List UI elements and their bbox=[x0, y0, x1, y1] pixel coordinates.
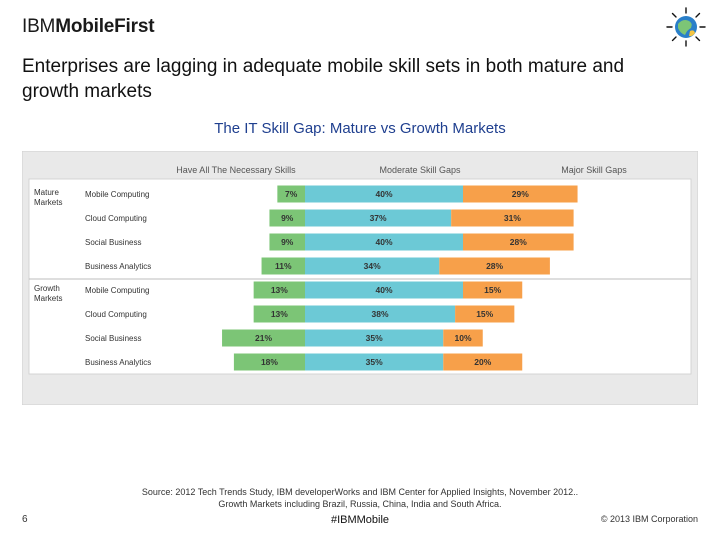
category-label-growth-markets-cloud-computing: Cloud Computing bbox=[85, 310, 147, 319]
page-number: 6 bbox=[22, 514, 28, 525]
bar-have-mature-markets-mobile-computing bbox=[277, 185, 305, 203]
bar-major-mature-markets-social-business bbox=[463, 233, 574, 251]
bar-moderate-mature-markets-social-business bbox=[305, 233, 463, 251]
bar-major-mature-markets-business-analytics bbox=[439, 257, 550, 275]
group-label-growth-markets-1: Markets bbox=[34, 294, 62, 303]
value-have-mature-markets-social-business: 9% bbox=[281, 237, 294, 247]
value-major-mature-markets-mobile-computing: 29% bbox=[512, 189, 529, 199]
bar-moderate-growth-markets-cloud-computing bbox=[305, 305, 456, 323]
bar-major-growth-markets-cloud-computing bbox=[455, 305, 515, 323]
bar-moderate-mature-markets-cloud-computing bbox=[305, 209, 452, 227]
bar-have-mature-markets-cloud-computing bbox=[269, 209, 305, 227]
value-have-growth-markets-business-analytics: 18% bbox=[261, 357, 278, 367]
bar-have-growth-markets-mobile-computing bbox=[253, 281, 305, 299]
value-have-mature-markets-cloud-computing: 9% bbox=[281, 213, 294, 223]
hashtag: #IBMMobile bbox=[330, 514, 390, 526]
value-moderate-mature-markets-cloud-computing: 37% bbox=[370, 213, 387, 223]
bar-moderate-growth-markets-mobile-computing bbox=[305, 281, 463, 299]
legend-major-skill-gaps: Major Skill Gaps bbox=[561, 165, 627, 175]
value-have-growth-markets-cloud-computing: 13% bbox=[271, 309, 288, 319]
value-major-growth-markets-business-analytics: 20% bbox=[474, 357, 491, 367]
category-label-mature-markets-cloud-computing: Cloud Computing bbox=[85, 214, 147, 223]
group-label-mature-markets-1: Markets bbox=[34, 198, 62, 207]
value-moderate-growth-markets-mobile-computing: 40% bbox=[375, 285, 392, 295]
bar-have-growth-markets-cloud-computing bbox=[253, 305, 305, 323]
ibm-smarter-planet-icon bbox=[666, 7, 706, 47]
bar-major-mature-markets-mobile-computing bbox=[463, 185, 578, 203]
bar-have-growth-markets-social-business bbox=[222, 329, 305, 347]
value-moderate-growth-markets-social-business: 35% bbox=[366, 333, 383, 343]
bar-moderate-mature-markets-business-analytics bbox=[305, 257, 440, 275]
group-label-mature-markets-0: Mature bbox=[34, 188, 59, 197]
category-label-growth-markets-social-business: Social Business bbox=[85, 334, 141, 343]
bar-moderate-growth-markets-social-business bbox=[305, 329, 444, 347]
category-label-growth-markets-mobile-computing: Mobile Computing bbox=[85, 286, 149, 295]
category-label-mature-markets-social-business: Social Business bbox=[85, 238, 141, 247]
value-have-mature-markets-business-analytics: 11% bbox=[275, 261, 292, 271]
source-line-1: Source: 2012 Tech Trends Study, IBM deve… bbox=[141, 487, 579, 497]
value-major-mature-markets-social-business: 28% bbox=[510, 237, 527, 247]
legend-moderate-skill-gaps: Moderate Skill Gaps bbox=[379, 165, 461, 175]
bar-major-growth-markets-mobile-computing bbox=[463, 281, 523, 299]
value-major-mature-markets-cloud-computing: 31% bbox=[504, 213, 521, 223]
value-major-mature-markets-business-analytics: 28% bbox=[486, 261, 503, 271]
skill-gap-chart: Have All The Necessary Skills Moderate Sk… bbox=[22, 151, 698, 405]
bar-major-mature-markets-cloud-computing bbox=[451, 209, 574, 227]
value-moderate-mature-markets-social-business: 40% bbox=[375, 237, 392, 247]
headline: Enterprises are lagging in adequate mobi… bbox=[22, 56, 625, 102]
copyright: © 2013 IBM Corporation bbox=[600, 514, 698, 524]
legend-have-all-the-necessary-skills: Have All The Necessary Skills bbox=[176, 165, 296, 175]
category-label-growth-markets-business-analytics: Business Analytics bbox=[85, 358, 151, 367]
bar-major-growth-markets-business-analytics bbox=[443, 353, 523, 371]
value-major-growth-markets-cloud-computing: 15% bbox=[476, 309, 493, 319]
brand-prefix: IBM bbox=[22, 16, 56, 37]
bar-have-growth-markets-business-analytics bbox=[233, 353, 305, 371]
value-major-growth-markets-mobile-computing: 15% bbox=[484, 285, 501, 295]
bar-have-mature-markets-business-analytics bbox=[261, 257, 305, 275]
category-label-mature-markets-business-analytics: Business Analytics bbox=[85, 262, 151, 271]
value-moderate-mature-markets-mobile-computing: 40% bbox=[375, 189, 392, 199]
brand-logo-text: IBMMobileFirst bbox=[22, 16, 155, 38]
value-have-growth-markets-mobile-computing: 13% bbox=[271, 285, 288, 295]
bar-have-mature-markets-social-business bbox=[269, 233, 305, 251]
bar-moderate-mature-markets-mobile-computing bbox=[305, 185, 463, 203]
chart-title: The IT Skill Gap: Mature vs Growth Marke… bbox=[214, 120, 506, 137]
source-note: Source: 2012 Tech Trends Study, IBM deve… bbox=[60, 486, 660, 510]
source-line-2: Growth Markets including Brazil, Russia,… bbox=[218, 499, 502, 509]
bar-moderate-growth-markets-business-analytics bbox=[305, 353, 444, 371]
value-have-growth-markets-social-business: 21% bbox=[255, 333, 272, 343]
brand-name: MobileFirst bbox=[55, 16, 155, 37]
value-moderate-growth-markets-cloud-computing: 38% bbox=[372, 309, 389, 319]
value-moderate-mature-markets-business-analytics: 34% bbox=[364, 261, 381, 271]
category-label-mature-markets-mobile-computing: Mobile Computing bbox=[85, 190, 149, 199]
value-major-growth-markets-social-business: 10% bbox=[454, 333, 471, 343]
value-have-mature-markets-mobile-computing: 7% bbox=[285, 189, 298, 199]
value-moderate-growth-markets-business-analytics: 35% bbox=[366, 357, 383, 367]
bar-major-growth-markets-social-business bbox=[443, 329, 483, 347]
group-label-growth-markets-0: Growth bbox=[34, 284, 60, 293]
